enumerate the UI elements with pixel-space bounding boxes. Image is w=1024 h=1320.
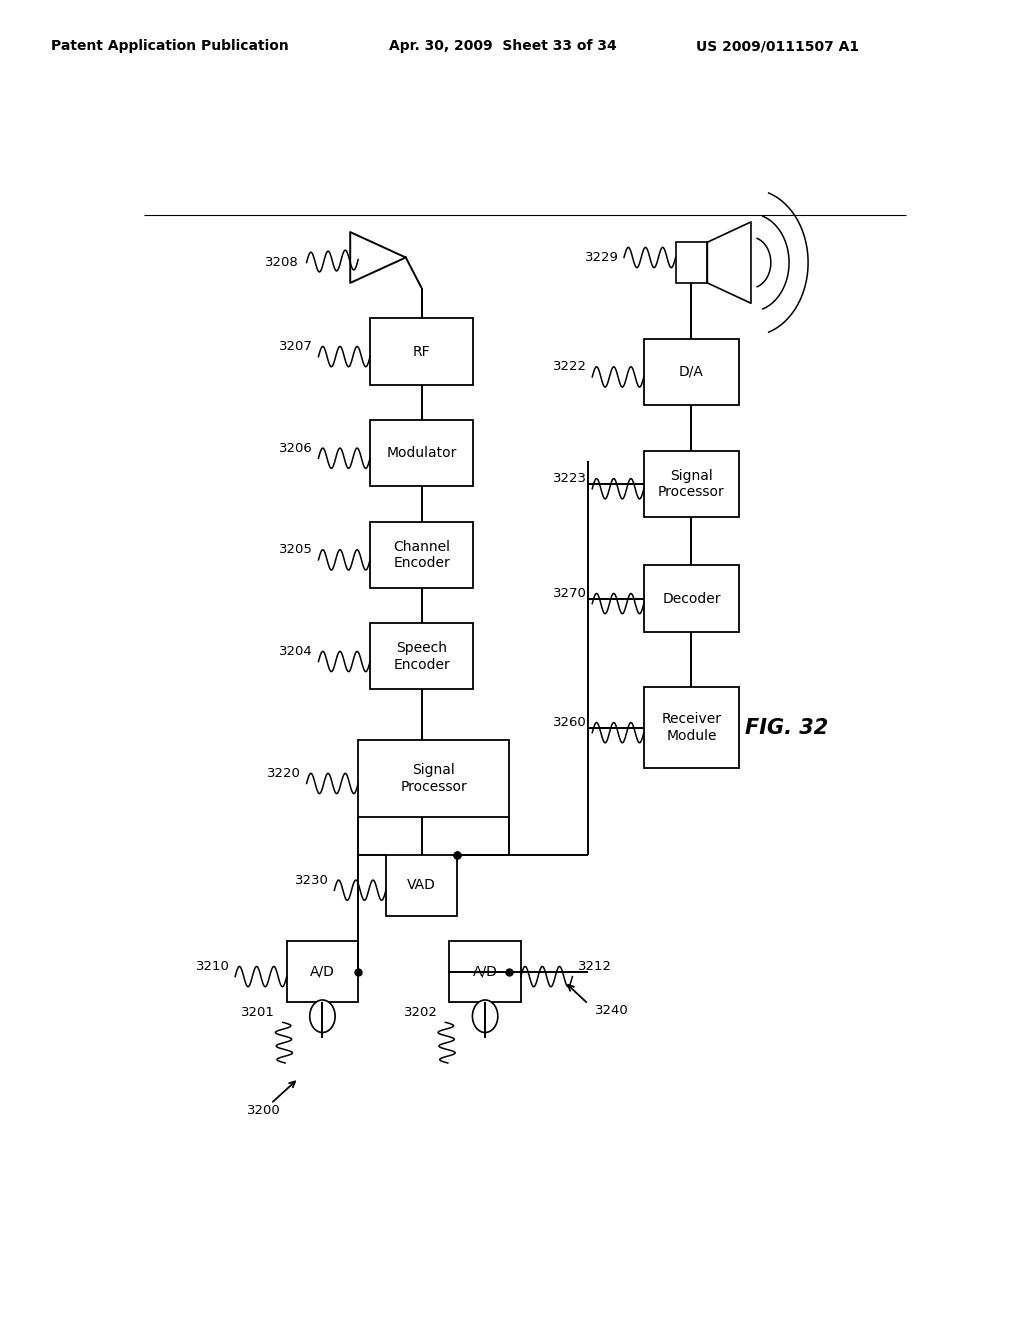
Text: 3222: 3222 — [553, 360, 587, 374]
Text: 3201: 3201 — [241, 1006, 274, 1019]
Text: Patent Application Publication: Patent Application Publication — [51, 40, 289, 53]
Text: VAD: VAD — [408, 878, 436, 892]
Text: 3270: 3270 — [553, 587, 587, 599]
Text: A/D: A/D — [473, 965, 498, 978]
Bar — [358, 741, 509, 817]
Text: RF: RF — [413, 345, 430, 359]
Text: 3204: 3204 — [280, 645, 313, 657]
Bar — [450, 941, 521, 1002]
Text: D/A: D/A — [679, 364, 703, 379]
Text: Modulator: Modulator — [386, 446, 457, 461]
Circle shape — [472, 1001, 498, 1032]
Text: 3200: 3200 — [247, 1104, 281, 1117]
Text: Signal
Processor: Signal Processor — [658, 469, 725, 499]
Bar — [644, 686, 739, 768]
Text: 3207: 3207 — [279, 341, 313, 352]
Bar — [370, 318, 473, 384]
Bar — [386, 854, 458, 916]
Polygon shape — [708, 222, 751, 304]
Text: Channel
Encoder: Channel Encoder — [393, 540, 451, 570]
Bar — [644, 565, 739, 631]
Text: 3206: 3206 — [280, 442, 313, 454]
Bar — [644, 339, 739, 405]
Text: Apr. 30, 2009  Sheet 33 of 34: Apr. 30, 2009 Sheet 33 of 34 — [389, 40, 616, 53]
Text: 3240: 3240 — [595, 1005, 629, 1018]
Text: 3212: 3212 — [578, 960, 612, 973]
Text: 3208: 3208 — [265, 256, 299, 269]
Text: 3230: 3230 — [295, 874, 329, 887]
Text: Signal
Processor: Signal Processor — [400, 763, 467, 793]
Bar — [644, 450, 739, 516]
Text: 3205: 3205 — [279, 544, 313, 556]
Bar — [287, 941, 358, 1002]
Text: Receiver
Module: Receiver Module — [662, 713, 722, 743]
Text: 3210: 3210 — [196, 960, 229, 973]
Text: US 2009/0111507 A1: US 2009/0111507 A1 — [696, 40, 859, 53]
Text: 3220: 3220 — [267, 767, 301, 780]
Bar — [370, 623, 473, 689]
Text: FIG. 32: FIG. 32 — [745, 718, 828, 738]
Bar — [370, 521, 473, 587]
Bar — [676, 243, 708, 282]
Text: 3223: 3223 — [553, 473, 587, 484]
Bar — [370, 420, 473, 486]
Text: Decoder: Decoder — [663, 591, 721, 606]
Text: Speech
Encoder: Speech Encoder — [393, 642, 450, 672]
Text: A/D: A/D — [310, 965, 335, 978]
Circle shape — [309, 1001, 335, 1032]
Text: 3229: 3229 — [585, 251, 618, 264]
Text: 3202: 3202 — [403, 1006, 437, 1019]
Text: 3260: 3260 — [553, 715, 587, 729]
